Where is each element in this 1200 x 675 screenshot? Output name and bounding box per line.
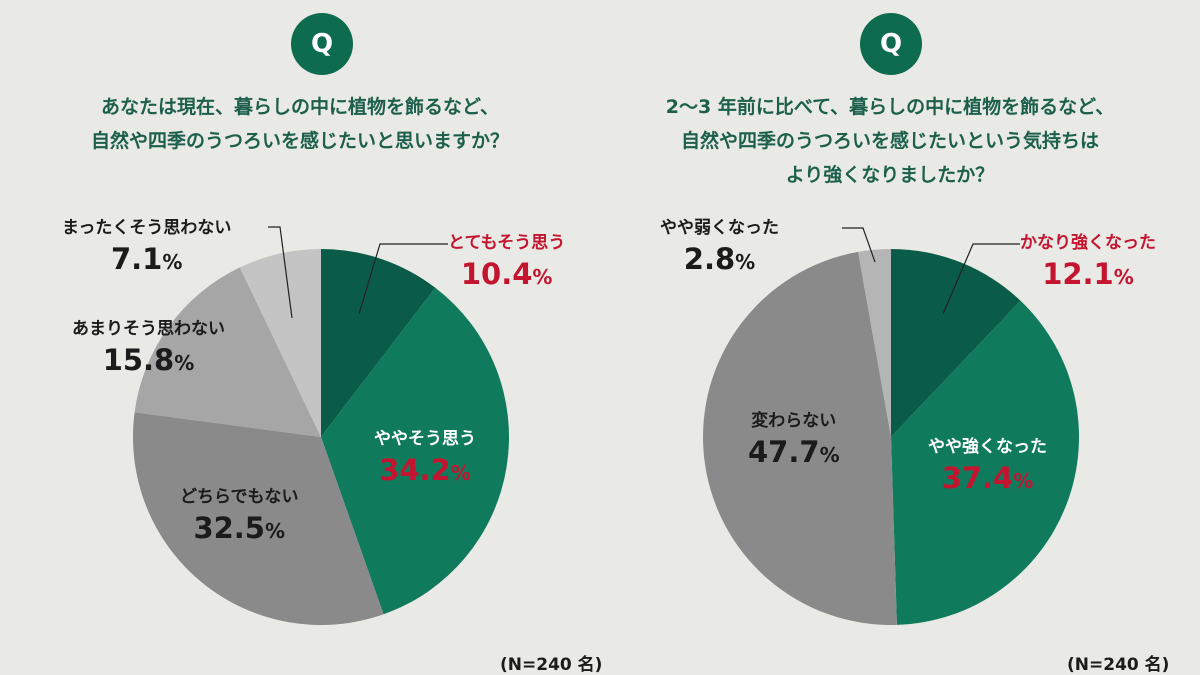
slice-value: 47.7% [748,435,840,469]
slice-name: かなり強くなった [1020,233,1156,253]
slice-label: まったくそう思わない 7.1% [62,217,231,282]
slice-name: 変わらない [751,411,837,431]
slice-value: 37.4% [941,461,1034,495]
slice-value: 32.5% [193,511,286,545]
question-line: 2～3 年前に比べて、暮らしの中に植物を飾るなど、 [665,96,1115,118]
question-text: 2～3 年前に比べて、暮らしの中に植物を飾るなど、 自然や四季のうつろいを感じた… [580,90,1200,192]
slice-label: 変わらない 47.7% [748,410,840,475]
pie-chart [133,226,509,625]
slice-label: やや強くなった 37.4% [928,436,1047,501]
slice-label: あまりそう思わない 15.8% [72,318,225,383]
slice-label: かなり強くなった 12.1% [1020,232,1156,297]
leader-line [842,227,876,263]
slice-value: 34.2% [379,453,471,487]
pie-slice [134,267,321,437]
slice-label: とてもそう思う 10.4% [448,232,565,297]
pie-chart [703,227,1079,625]
slice-name: とてもそう思う [448,233,566,253]
pie-slice [891,249,1021,437]
question-text: あなたは現在、暮らしの中に植物を飾るなど、 自然や四季のうつろいを感じたいと思い… [0,90,600,158]
pie-slice [703,251,897,625]
pie-slice [239,249,321,437]
slice-value: 2.8% [683,242,756,276]
question-line: 自然や四季のうつろいを感じたいと思いますか？ [90,130,509,152]
sample-size-note: (N=240 名) [1067,655,1170,675]
question-line: 自然や四季のうつろいを感じたいという気持ちは [680,130,1099,152]
leader-line [358,243,448,315]
pie-slice [891,300,1079,625]
slice-name: まったくそう思わない [62,218,232,238]
slice-name: ややそう思う [374,429,476,449]
slice-label: ややそう思う 34.2% [374,428,476,493]
pie-slice [321,287,509,615]
slice-label: やや弱くなった 2.8% [660,217,779,282]
question-badge: Q [291,13,353,75]
pie-slice [321,249,436,437]
slice-value: 12.1% [1042,257,1134,291]
question-line: あなたは現在、暮らしの中に植物を飾るなど、 [100,96,500,118]
slice-name: やや弱くなった [660,218,779,238]
sample-size-note: (N=240 名) [500,655,603,675]
pie-slice [133,412,384,625]
chart-panel-left: Q あなたは現在、暮らしの中に植物を飾るなど、 自然や四季のうつろいを感じたいと… [0,13,603,675]
slice-value: 7.1% [110,242,183,276]
slice-value: 10.4% [460,257,553,291]
leader-line [942,243,1020,315]
slice-name: あまりそう思わない [72,319,225,339]
pie-slice [858,249,891,437]
slice-label: どちらでもない 32.5% [180,486,299,551]
leader-line [268,226,293,319]
slice-name: どちらでもない [180,487,299,507]
chart-panel-right: Q 2～3 年前に比べて、暮らしの中に植物を飾るなど、 自然や四季のうつろいを感… [580,0,1200,675]
slice-name: やや強くなった [928,437,1047,457]
question-line: より強くなりましたか？ [785,164,995,186]
question-badge: Q [860,13,922,75]
slice-value: 15.8% [102,343,195,377]
